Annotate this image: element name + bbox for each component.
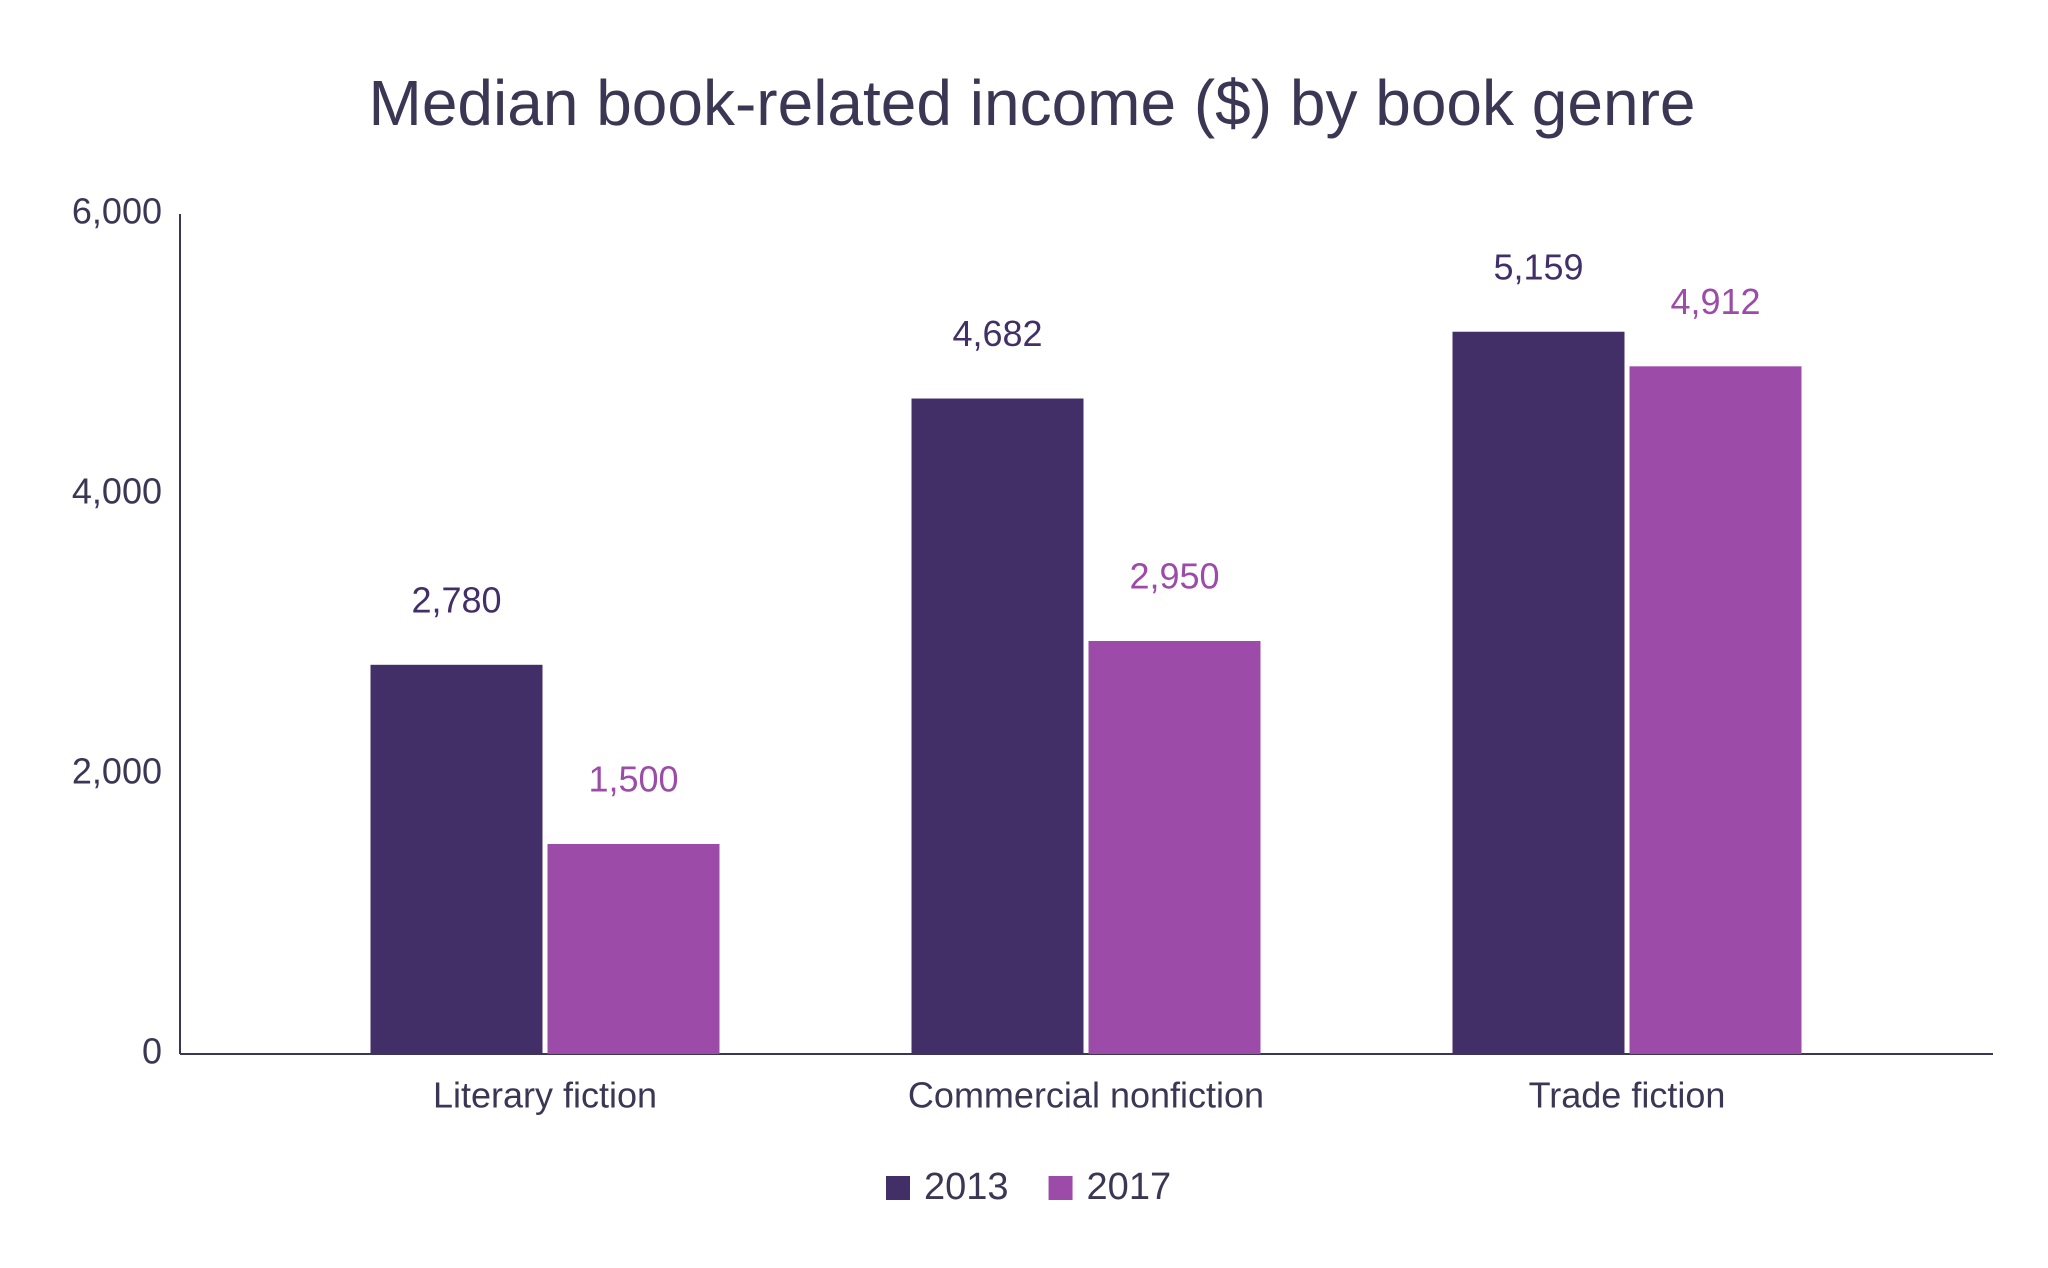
legend-swatch (886, 1176, 910, 1200)
value-label: 2,780 (411, 579, 501, 620)
bar (911, 398, 1084, 1054)
bar (1629, 366, 1802, 1054)
value-label: 4,682 (952, 313, 1042, 354)
y-tick-label: 2,000 (72, 751, 162, 792)
chart-title: Median book-related income ($) by book g… (369, 67, 1696, 139)
x-tick-label: Literary fiction (433, 1075, 657, 1116)
y-tick-label: 0 (142, 1031, 162, 1072)
legend-label: 2017 (1087, 1166, 1172, 1208)
bar (370, 664, 543, 1054)
value-label: 4,912 (1670, 281, 1760, 322)
legend-swatch (1048, 1176, 1073, 1200)
value-label: 2,950 (1129, 556, 1219, 597)
legend-label: 2013 (924, 1166, 1009, 1208)
y-tick-label: 6,000 (72, 191, 162, 232)
x-tick-label: Commercial nonfiction (908, 1075, 1264, 1116)
bar (547, 844, 720, 1054)
bar (1088, 641, 1261, 1054)
value-label: 5,159 (1493, 246, 1583, 287)
x-tick-label: Trade fiction (1529, 1075, 1726, 1116)
y-tick-label: 4,000 (72, 471, 162, 512)
bar (1452, 331, 1625, 1054)
value-label: 1,500 (588, 759, 678, 800)
